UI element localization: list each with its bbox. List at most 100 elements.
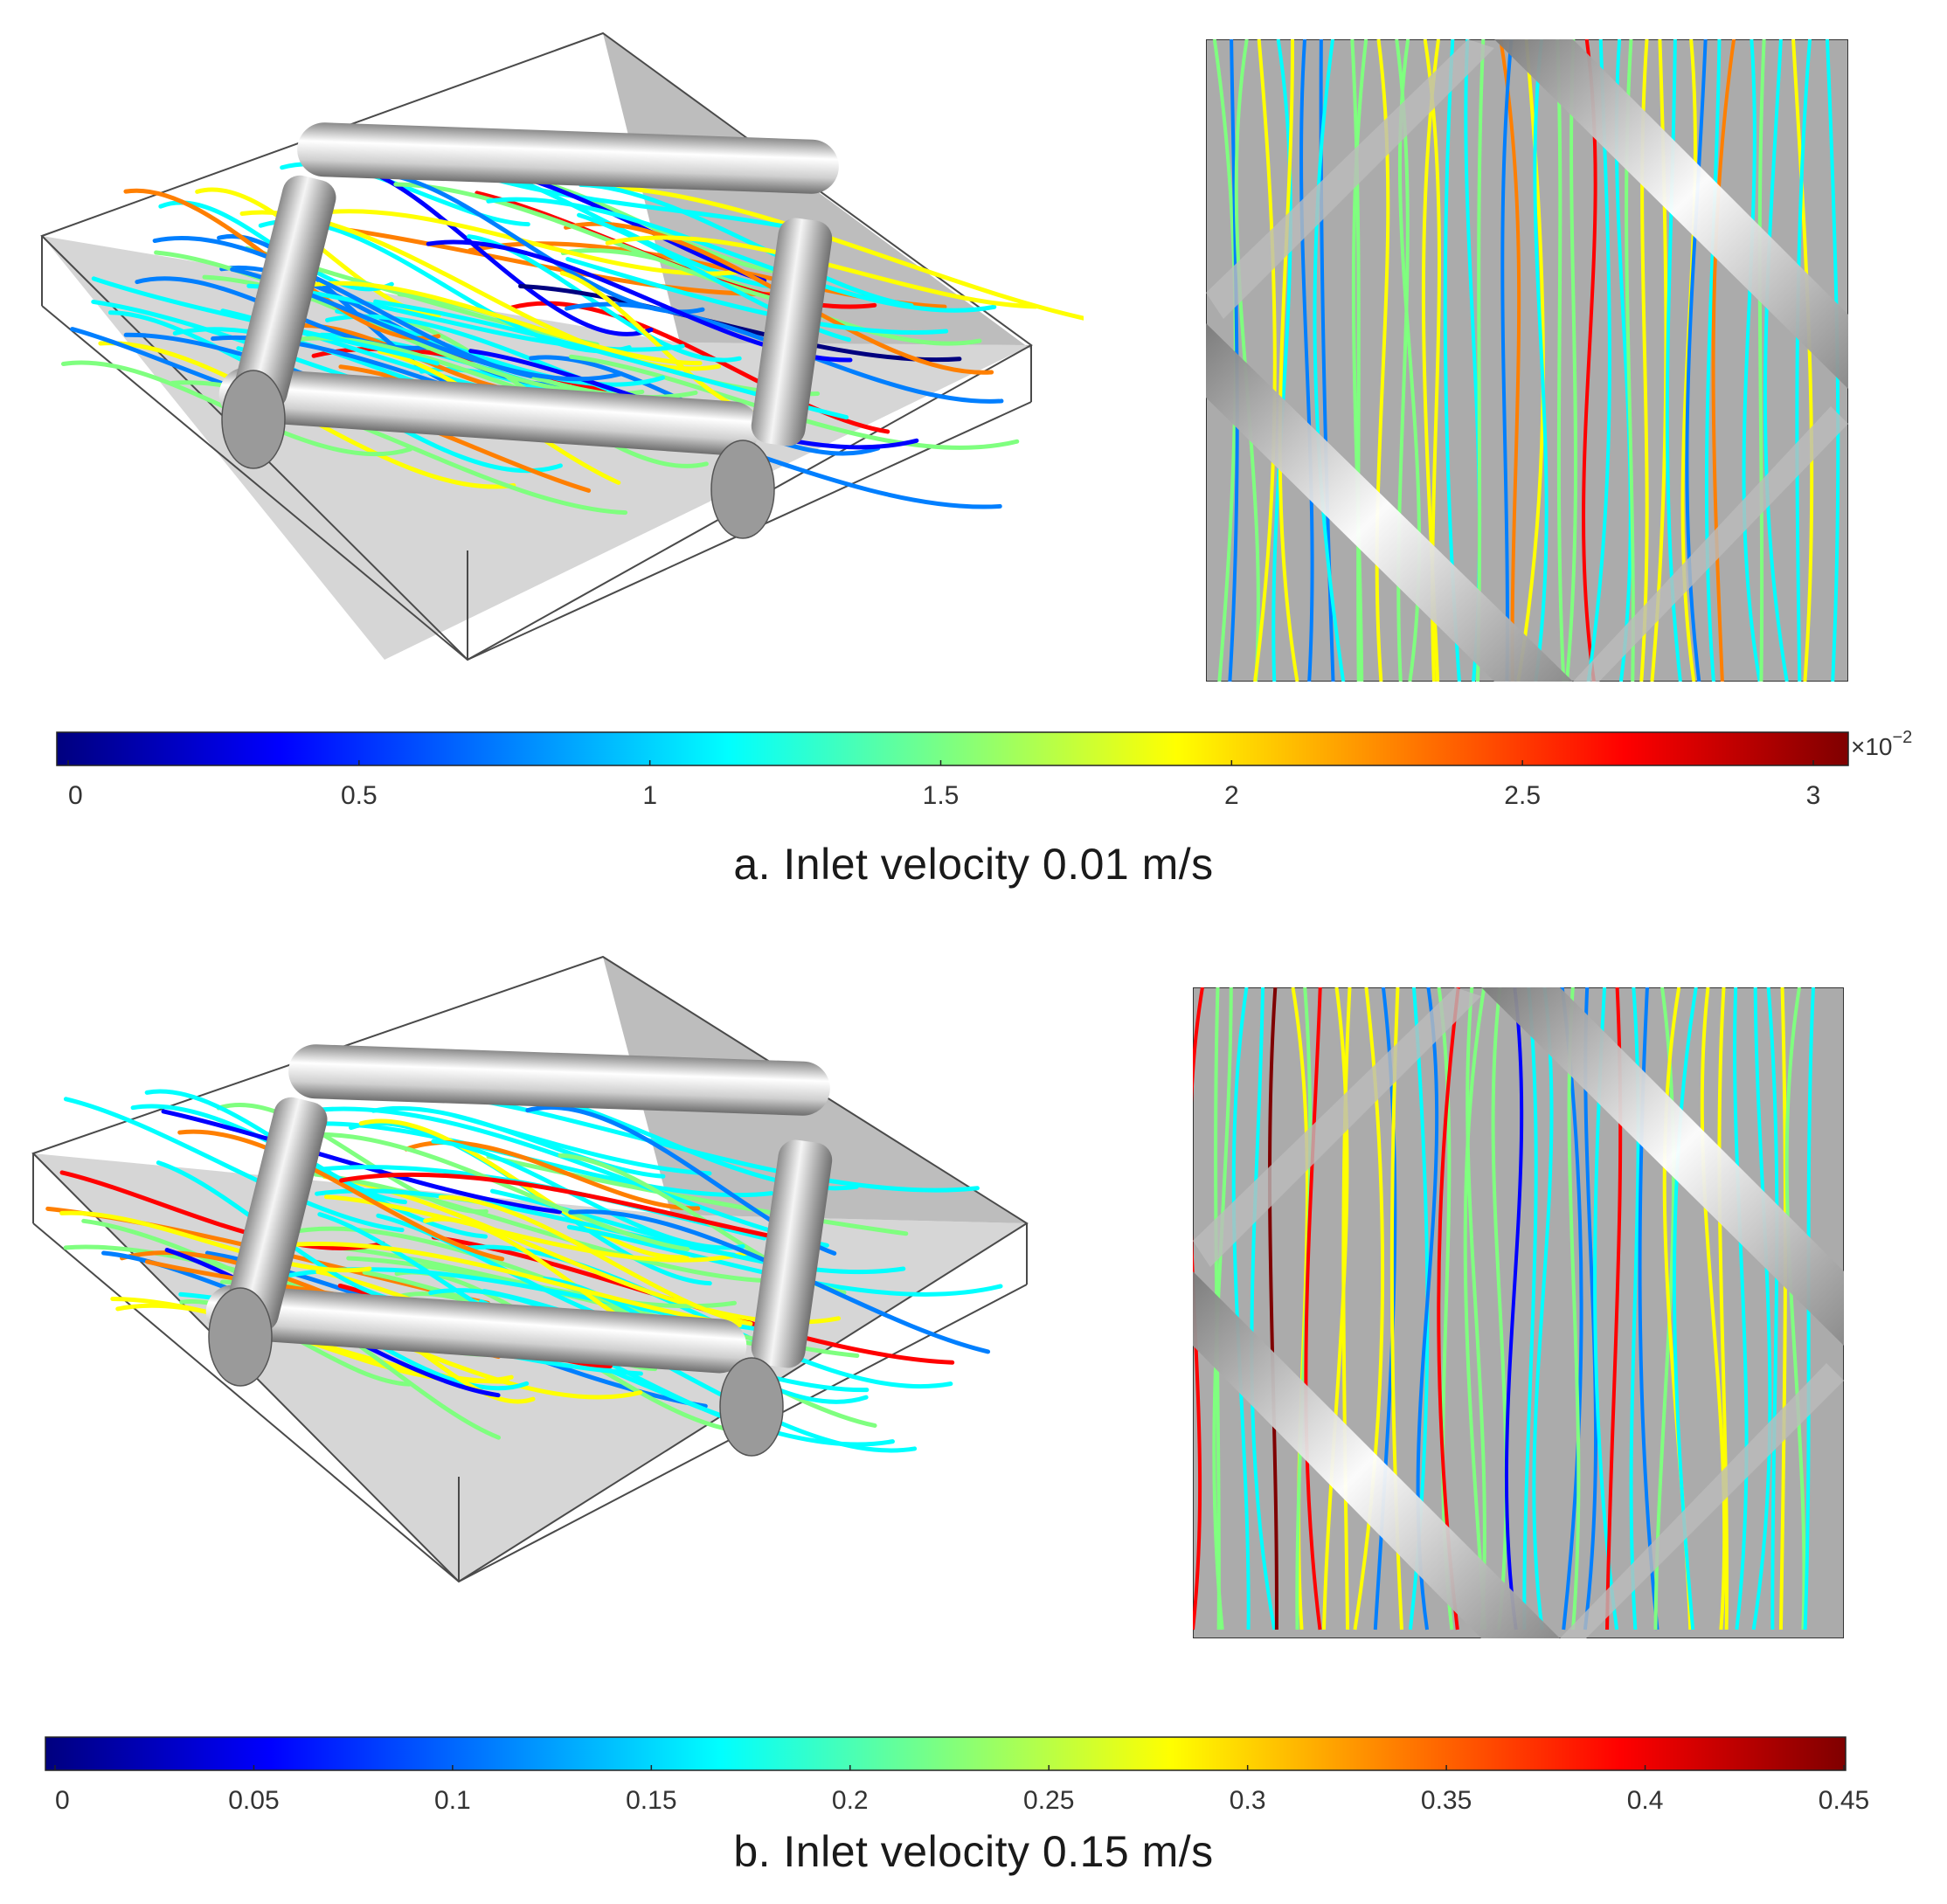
colorbar-tick-label: 1 [642, 781, 657, 810]
streamline [1465, 987, 1486, 1631]
cylinder-bottom [205, 1284, 747, 1374]
streamline [486, 197, 997, 313]
cylinder-left [225, 1097, 328, 1333]
colorbar-tick-label: 0.4 [1627, 1786, 1664, 1815]
colorbar-tick-label: 0 [68, 781, 83, 810]
colorbar-b: 0 0.05 0.1 0.15 0.2 0.25 0.3 0.35 0.4 0.45 [45, 1736, 1869, 1815]
streamline [1766, 987, 1779, 1631]
streamline [1341, 987, 1352, 1631]
colorbar-tick-label: 0.2 [832, 1786, 869, 1815]
streamline [1299, 39, 1314, 682]
streamline [1532, 987, 1554, 1631]
diagonal-cylinder-mid-left [1206, 39, 1494, 319]
diagonal-cylinder-upper [1494, 39, 1848, 389]
streamline [431, 1139, 745, 1250]
streamline [1556, 39, 1566, 682]
streamline [1253, 39, 1277, 682]
streamline [1313, 39, 1346, 682]
streamline [1504, 987, 1524, 1631]
streamline [1350, 39, 1361, 682]
colorbar-a: 0 0.5 1 1.5 2 2.5 3 ×10−2 [56, 728, 1912, 810]
colorbar-tick-label: 0 [55, 1786, 70, 1815]
streamline [177, 1129, 505, 1262]
cylinder-bottom [218, 367, 760, 456]
streamline [468, 1097, 980, 1193]
streamline [1700, 987, 1727, 1631]
colorbar-tick-label: 2.5 [1504, 781, 1541, 810]
panel-b: 0 0.05 0.1 0.15 0.2 0.25 0.3 0.35 0.4 0.45 b. Inl… [0, 952, 1947, 1904]
streamline [1717, 987, 1729, 1631]
streamline [1533, 39, 1549, 682]
panel-a: 0 0.5 1 1.5 2 2.5 3 ×10−2 a. Inlet velocity 0.… [0, 0, 1947, 926]
streamline [1268, 987, 1278, 1631]
streamline [1250, 987, 1277, 1631]
streamline [509, 301, 890, 434]
colorbar-tick-label: 0.15 [626, 1786, 676, 1815]
streamline [59, 1170, 385, 1251]
diagonal-cylinder-mid-right [1573, 406, 1848, 682]
streamline [293, 280, 703, 366]
streamline [242, 1241, 742, 1328]
streamline [1351, 39, 1368, 682]
streamline [1463, 987, 1487, 1631]
cylinder-right [751, 218, 833, 447]
streamline [339, 1172, 796, 1243]
streamline [309, 1106, 829, 1248]
top-view-floor [1193, 987, 1844, 1638]
colorbar-tick-label: 1.5 [923, 781, 960, 810]
streamline [579, 182, 914, 308]
streamlines-top-a [1212, 39, 1840, 682]
colorbar-b-ticks: 0 0.05 0.1 0.15 0.2 0.25 0.3 0.35 0.4 0.45 [54, 1765, 1869, 1815]
streamline [565, 256, 949, 336]
colorbar-tick-label: 0.35 [1421, 1786, 1472, 1815]
cylinder-top [288, 1044, 830, 1116]
streamline [1304, 987, 1322, 1631]
streamline [1791, 39, 1814, 682]
streamline [1231, 987, 1251, 1631]
streamline [152, 236, 533, 378]
streamline [1278, 39, 1299, 682]
colorbar-tick-label: 0.25 [1023, 1786, 1074, 1815]
streamline [313, 1172, 770, 1284]
cylinder-left [233, 175, 336, 411]
streamline [371, 1105, 666, 1179]
streamline [1784, 987, 1806, 1631]
streamline [1491, 987, 1508, 1631]
caption-b: b. Inlet velocity 0.15 m/s [733, 1827, 1214, 1876]
cylinder-top [297, 122, 839, 194]
streamline [371, 170, 654, 336]
colorbar-tick-label: 0.1 [434, 1786, 471, 1815]
streamline [1757, 39, 1766, 682]
colorbar-a-multiplier: ×10−2 [1851, 728, 1912, 760]
streamline [1560, 987, 1583, 1631]
streamline [1742, 39, 1762, 682]
colorbar-a-ticks: 0 0.5 1 1.5 2 2.5 3 [67, 760, 1820, 810]
streamline [1567, 987, 1581, 1631]
streamline [438, 1194, 753, 1326]
streamline [216, 1102, 488, 1214]
diagonal-cylinder-lower [1193, 1271, 1560, 1638]
streamline [1522, 987, 1538, 1631]
streamline [1564, 39, 1578, 682]
streamline [1751, 987, 1772, 1631]
streamline [63, 1097, 405, 1233]
colorbar-tick-label: 0.45 [1819, 1786, 1869, 1815]
caption-a: a. Inlet velocity 0.01 m/s [733, 840, 1214, 889]
colorbar-a-bar [56, 731, 1849, 766]
top-view-a [1206, 39, 1848, 682]
streamline [1475, 39, 1486, 682]
cylinder-right [751, 1139, 833, 1368]
isometric-view-b [31, 955, 1029, 1583]
colorbar-tick-label: 2 [1224, 781, 1239, 810]
colorbar-b-bar [45, 1736, 1847, 1771]
isometric-view-a [40, 31, 1084, 661]
streamline [472, 170, 810, 233]
streamline [1234, 39, 1260, 682]
streamline [486, 1154, 909, 1236]
diagonal-cylinder-mid-left [1193, 987, 1481, 1267]
streamline [1711, 39, 1736, 682]
colorbar-tick-label: 0.5 [341, 781, 378, 810]
streamline [1500, 39, 1514, 682]
streamline [1733, 987, 1749, 1631]
streamline [1704, 39, 1722, 682]
